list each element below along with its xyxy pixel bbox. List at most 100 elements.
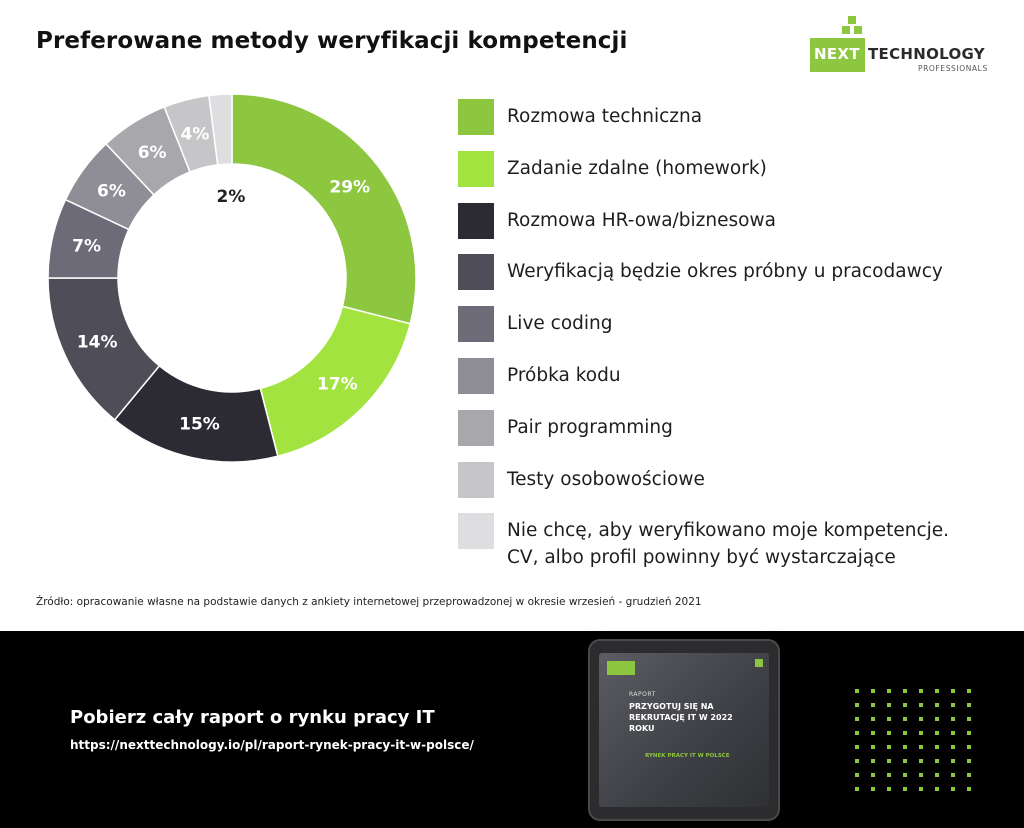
slice-value-label-5: 7% xyxy=(72,236,101,256)
legend-label-9: Nie chcę, aby weryfikowano moje kompeten… xyxy=(507,517,949,571)
legend-label-5: Live coding xyxy=(507,310,613,337)
decor-dot xyxy=(919,773,923,777)
tablet-headline: PRZYGOTUJ SIĘ NA REKRUTACJĘ IT W 2022 RO… xyxy=(629,702,733,733)
decor-dot xyxy=(919,759,923,763)
logo-technology-text: TECHNOLOGY xyxy=(868,45,985,63)
decor-dot xyxy=(919,787,923,791)
legend-label-line: Pair programming xyxy=(507,416,673,438)
decor-dot xyxy=(935,703,939,707)
decor-dot xyxy=(951,773,955,777)
slice-value-label-8: 4% xyxy=(181,125,210,145)
decor-dot xyxy=(919,717,923,721)
decor-dot xyxy=(903,787,907,791)
legend-label-line: Zadanie zdalne (homework) xyxy=(507,157,767,179)
chart-title: Preferowane metody weryfikacji kompetenc… xyxy=(36,28,628,54)
slice-value-label-9: 2% xyxy=(217,187,246,207)
decor-dot xyxy=(887,689,891,693)
decor-dot xyxy=(887,703,891,707)
decor-dot xyxy=(935,717,939,721)
legend-label-8: Testy osobowościowe xyxy=(507,466,705,493)
decor-dot xyxy=(887,731,891,735)
decor-dot xyxy=(935,689,939,693)
decor-dot xyxy=(951,787,955,791)
footer-title: Pobierz cały raport o rynku pracy IT xyxy=(70,707,435,728)
decor-dot xyxy=(855,773,859,777)
decor-dot xyxy=(951,731,955,735)
decor-dot xyxy=(951,717,955,721)
decor-dot xyxy=(967,689,971,693)
legend-label-line: CV, albo profil powinny być wystarczając… xyxy=(507,547,896,569)
decor-dot xyxy=(871,773,875,777)
decor-dot xyxy=(887,745,891,749)
slice-value-label-1: 29% xyxy=(329,178,370,198)
decor-dot xyxy=(967,717,971,721)
decor-dot xyxy=(935,731,939,735)
legend-label-line: Testy osobowościowe xyxy=(507,468,705,490)
decor-dot xyxy=(855,689,859,693)
legend-swatch-3 xyxy=(458,202,494,239)
tablet-raport-label: RAPORT xyxy=(629,691,656,698)
slice-value-label-3: 15% xyxy=(179,414,220,434)
tablet-corner-mark xyxy=(755,659,763,667)
decor-dot xyxy=(967,773,971,777)
slice-value-label-7: 6% xyxy=(138,143,167,163)
legend-label-line: Rozmowa HR-owa/biznesowa xyxy=(507,209,776,231)
decor-dot xyxy=(967,745,971,749)
decor-dot xyxy=(967,787,971,791)
legend-label-line: Rozmowa techniczna xyxy=(507,106,703,127)
logo-next-text: NEXT xyxy=(814,45,860,63)
decor-dot xyxy=(935,787,939,791)
legend-swatch-5 xyxy=(458,306,494,343)
decor-dot xyxy=(871,787,875,791)
logo-square-3 xyxy=(854,26,862,34)
source-note: Źródło: opracowanie własne na podstawie … xyxy=(36,596,702,608)
decor-dot xyxy=(919,703,923,707)
next-technology-logo: NEXT TECHNOLOGY PROFESSIONALS xyxy=(808,14,998,76)
report-link[interactable]: https://nexttechnology.io/pl/raport-ryne… xyxy=(70,738,474,752)
legend-label-1: Rozmowa techniczna xyxy=(507,103,702,130)
decor-dot xyxy=(871,759,875,763)
decor-dot xyxy=(951,745,955,749)
decor-dot xyxy=(871,745,875,749)
decor-dot xyxy=(903,689,907,693)
legend-swatch-2 xyxy=(458,150,494,187)
decor-dot xyxy=(871,703,875,707)
decor-dot xyxy=(935,759,939,763)
decor-dot xyxy=(903,759,907,763)
decor-dot xyxy=(951,703,955,707)
decor-dot xyxy=(935,773,939,777)
decor-dot xyxy=(935,745,939,749)
decor-dot xyxy=(855,745,859,749)
decor-dot xyxy=(919,689,923,693)
tablet-subline: RYNEK PRACY IT W POLSCE xyxy=(645,753,730,759)
decor-dot xyxy=(919,745,923,749)
logo-box xyxy=(810,38,865,72)
footer-banner: Pobierz cały raport o rynku pracy IT htt… xyxy=(0,631,1024,828)
decor-dot xyxy=(903,745,907,749)
tablet-logo xyxy=(607,661,635,675)
decor-dot xyxy=(871,689,875,693)
legend-swatch-4 xyxy=(458,254,494,291)
logo-professionals-text: PROFESSIONALS xyxy=(918,64,988,73)
donut-slice-1 xyxy=(231,93,417,325)
decor-dot xyxy=(951,759,955,763)
decor-dot xyxy=(951,689,955,693)
decor-dot xyxy=(903,703,907,707)
decor-dot xyxy=(967,731,971,735)
decor-dot xyxy=(871,731,875,735)
legend-label-line: Weryfikacją będzie okres próbny u pracod… xyxy=(507,261,943,283)
decor-dot xyxy=(967,703,971,707)
legend-label-6: Próbka kodu xyxy=(507,362,621,389)
decor-dot xyxy=(855,703,859,707)
slice-value-label-4: 14% xyxy=(77,332,118,352)
tablet-screen: RAPORT PRZYGOTUJ SIĘ NA REKRUTACJĘ IT W … xyxy=(599,653,769,807)
decor-dot xyxy=(855,787,859,791)
logo-square-2 xyxy=(842,26,850,34)
legend-label-4: Weryfikacją będzie okres próbny u pracod… xyxy=(507,258,943,285)
decor-dot xyxy=(967,759,971,763)
legend-label-3: Rozmowa HR-owa/biznesowa xyxy=(507,207,776,234)
legend-label-line: Próbka kodu xyxy=(507,365,621,386)
legend-swatch-1 xyxy=(458,99,494,135)
decor-dot xyxy=(855,717,859,721)
slice-value-label-6: 6% xyxy=(97,181,126,201)
